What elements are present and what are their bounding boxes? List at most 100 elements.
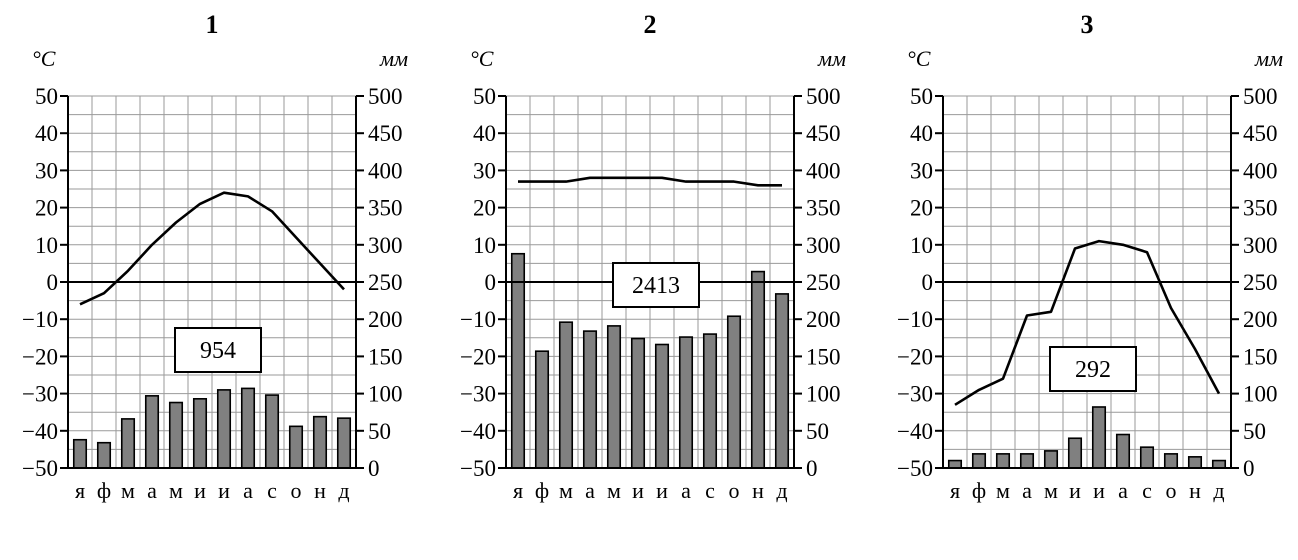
- month-label: н: [1189, 478, 1201, 503]
- right-tick-label: 450: [806, 121, 841, 146]
- chart-title: 1: [206, 10, 219, 39]
- month-label: а: [147, 478, 157, 503]
- precip-bar: [1115, 433, 1131, 469]
- month-label: а: [1118, 478, 1128, 503]
- temperature-unit: °C: [32, 46, 56, 71]
- month-label: с: [1142, 478, 1152, 503]
- precip-bar: [144, 395, 160, 469]
- right-tick-label: 150: [806, 344, 841, 369]
- precip-bar: [1163, 453, 1179, 469]
- precip-bar: [774, 293, 790, 469]
- left-tick-label: 10: [910, 233, 933, 258]
- precip-bar: [216, 389, 232, 469]
- month-label: с: [705, 478, 715, 503]
- left-tick-label: −40: [897, 419, 933, 444]
- temperature-unit: °C: [907, 46, 931, 71]
- precip-bar: [947, 459, 963, 469]
- left-tick-label: −10: [460, 307, 496, 332]
- month-label: а: [1022, 478, 1032, 503]
- right-tick-label: 200: [1243, 307, 1278, 332]
- right-tick-label: 0: [1243, 456, 1255, 481]
- left-tick-label: 0: [47, 270, 59, 295]
- precip-bar: [678, 336, 694, 469]
- left-tick-label: −20: [460, 344, 496, 369]
- precip-bar: [1091, 406, 1107, 469]
- precip-bar: [312, 415, 328, 469]
- right-tick-label: 150: [1243, 344, 1278, 369]
- month-label: и: [656, 478, 668, 503]
- left-tick-label: 50: [473, 84, 496, 109]
- month-label: о: [1166, 478, 1177, 503]
- month-label: ф: [97, 478, 111, 503]
- precip-bar: [1067, 437, 1083, 469]
- precipitation-unit: мм: [817, 46, 846, 71]
- left-tick-label: 50: [35, 84, 58, 109]
- chart-3: 50403020100−10−20−30−40−5050045040035030…: [897, 10, 1283, 503]
- right-tick-label: 500: [368, 84, 403, 109]
- left-tick-label: −50: [460, 456, 496, 481]
- right-tick-label: 0: [806, 456, 818, 481]
- chart-2: 50403020100−10−20−30−40−5050045040035030…: [460, 10, 846, 503]
- right-tick-label: 300: [1243, 233, 1278, 258]
- left-tick-label: −30: [897, 382, 933, 407]
- precip-bar: [534, 350, 550, 469]
- precip-bar: [702, 333, 718, 469]
- month-label: и: [218, 478, 230, 503]
- right-tick-label: 350: [806, 196, 841, 221]
- month-label: д: [1213, 478, 1224, 503]
- right-tick-label: 400: [1243, 158, 1278, 183]
- chart-1: 50403020100−10−20−30−40−5050045040035030…: [22, 10, 408, 503]
- month-label: о: [729, 478, 740, 503]
- precip-bar: [654, 343, 670, 469]
- precip-bar: [96, 441, 112, 469]
- month-label: и: [194, 478, 206, 503]
- month-label: ф: [535, 478, 549, 503]
- month-label: н: [314, 478, 326, 503]
- precip-bar: [726, 315, 742, 469]
- right-tick-label: 250: [806, 270, 841, 295]
- left-tick-label: −20: [22, 344, 58, 369]
- left-tick-label: 40: [35, 121, 58, 146]
- month-label: а: [681, 478, 691, 503]
- month-label: я: [75, 478, 85, 503]
- left-tick-label: 30: [473, 158, 496, 183]
- left-tick-label: 20: [473, 196, 496, 221]
- left-tick-label: −40: [22, 419, 58, 444]
- month-label: я: [950, 478, 960, 503]
- left-tick-label: −10: [897, 307, 933, 332]
- right-tick-label: 300: [368, 233, 403, 258]
- left-tick-label: 40: [910, 121, 933, 146]
- left-tick-label: −20: [897, 344, 933, 369]
- month-label: м: [1044, 478, 1058, 503]
- right-tick-label: 450: [1243, 121, 1278, 146]
- temperature-line: [954, 239, 1221, 406]
- precip-bar: [995, 453, 1011, 469]
- right-tick-label: 100: [368, 382, 403, 407]
- chart-title: 3: [1081, 10, 1094, 39]
- left-tick-label: 0: [922, 270, 934, 295]
- precip-bar: [750, 270, 766, 469]
- precip-bar: [1211, 459, 1227, 469]
- annual-total: 2413: [632, 273, 680, 299]
- precip-bar: [971, 453, 987, 469]
- precip-bar: [630, 337, 646, 469]
- precip-bar: [1187, 456, 1203, 469]
- precip-bar: [606, 325, 622, 469]
- month-label: и: [1093, 478, 1105, 503]
- precip-bar: [582, 330, 598, 469]
- right-tick-label: 50: [368, 419, 391, 444]
- precipitation-unit: мм: [1254, 46, 1283, 71]
- month-label: а: [243, 478, 253, 503]
- left-tick-label: 30: [910, 158, 933, 183]
- month-label: м: [996, 478, 1010, 503]
- month-label: и: [632, 478, 644, 503]
- precip-bar: [120, 418, 136, 469]
- right-tick-label: 500: [1243, 84, 1278, 109]
- left-tick-label: −50: [897, 456, 933, 481]
- right-tick-label: 400: [368, 158, 403, 183]
- left-tick-label: −50: [22, 456, 58, 481]
- precip-bar: [72, 438, 88, 469]
- right-tick-label: 500: [806, 84, 841, 109]
- precip-bar: [192, 398, 208, 469]
